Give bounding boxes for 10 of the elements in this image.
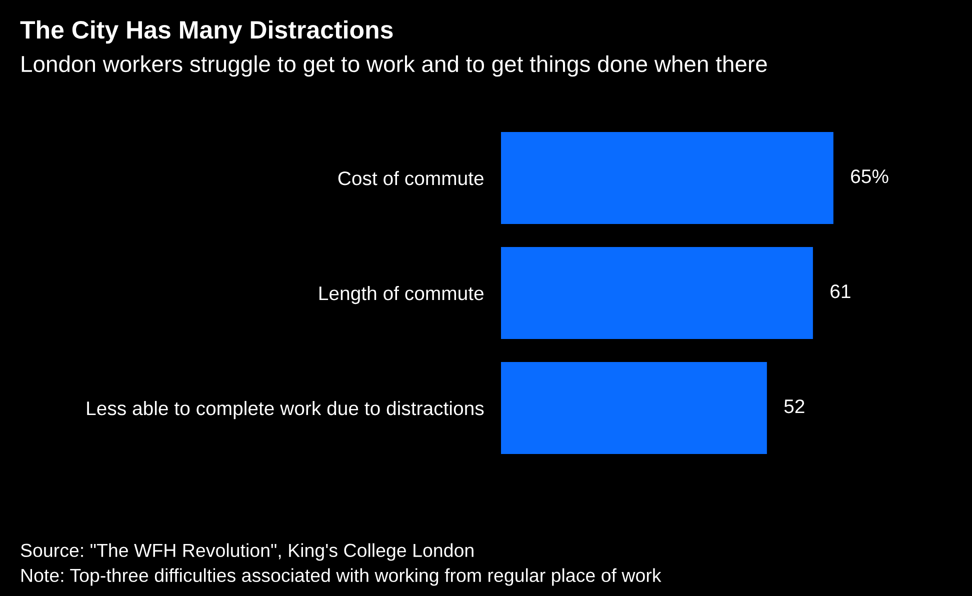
data-label: 65% [851,169,888,184]
text: The City Has Many Distractions [20,20,393,44]
text: Note: Top-three difficulties associated with working from regular place of work [22,568,662,586]
source-note: Source: "The WFH Revolution", King's College London [20,543,474,561]
y-tick-label: Less able to complete work due to distractions [87,400,484,420]
y-tick-label: Cost of commute [338,170,484,186]
data-label: 52 [784,399,804,414]
y-tick-label: Length of commute [319,286,484,304]
chart-subtitle: London workers struggle to get to work and to get things done when there [22,55,767,77]
data-label: 61 [830,284,850,298]
